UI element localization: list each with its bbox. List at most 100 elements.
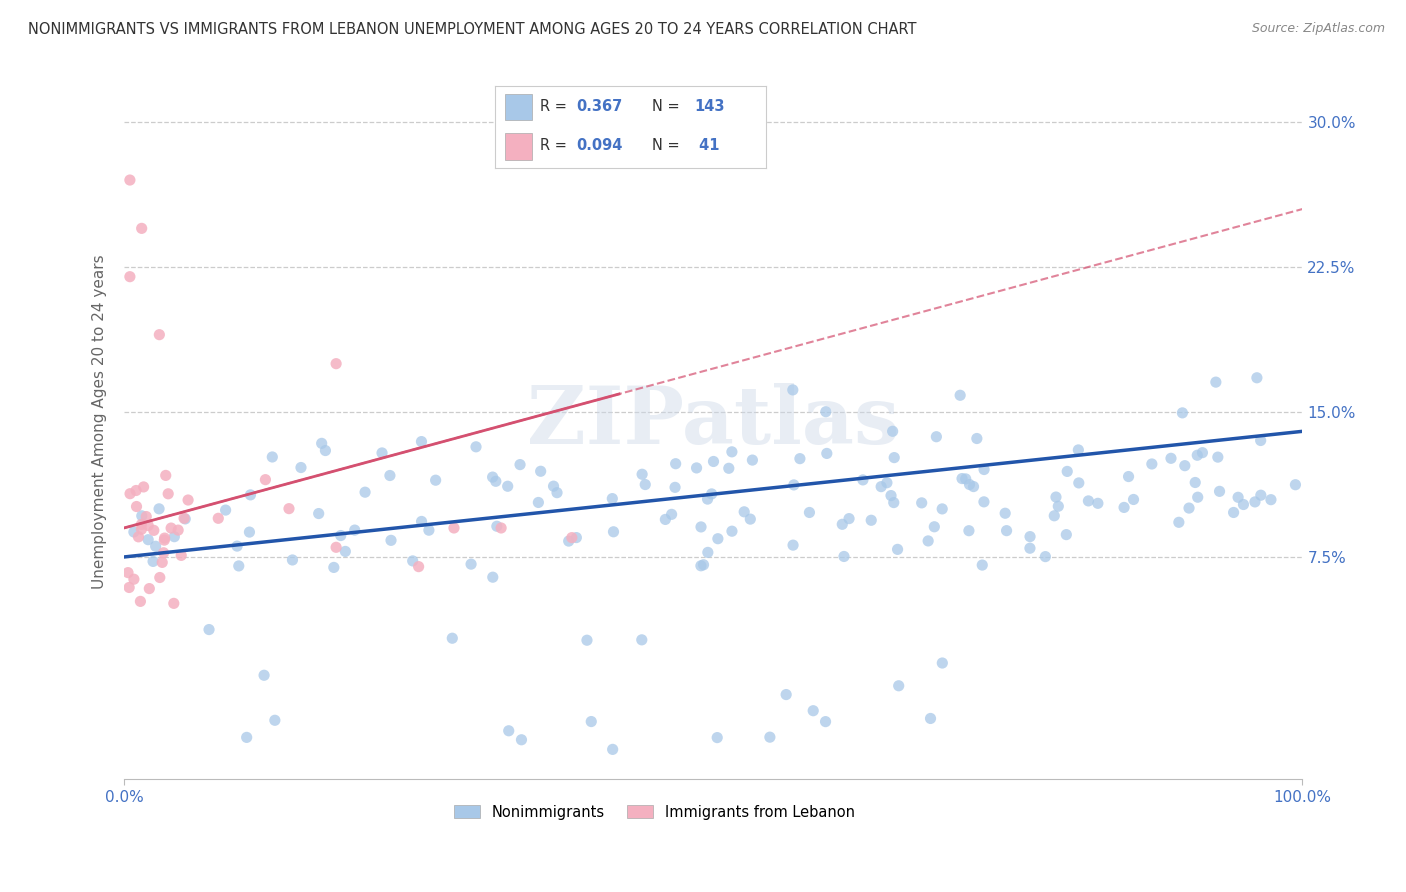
Point [1187, 448, 1209, 462]
Point [966, 432, 988, 446]
Point [1047, 500, 1070, 514]
Point [263, 713, 285, 727]
Point [278, 501, 301, 516]
Point [177, 493, 200, 508]
Point [700, 487, 723, 501]
Point [1227, 491, 1250, 505]
Point [664, 480, 686, 494]
Point [325, 541, 347, 555]
Point [1035, 549, 1057, 564]
Point [311, 436, 333, 450]
Point [600, 491, 623, 506]
Point [814, 714, 837, 729]
Point [489, 521, 512, 535]
Point [226, 539, 249, 553]
Point [575, 633, 598, 648]
Point [1284, 477, 1306, 491]
Point [759, 730, 782, 744]
Point [707, 532, 730, 546]
Point [654, 512, 676, 526]
Point [883, 495, 905, 509]
Point [135, 509, 157, 524]
Point [129, 594, 152, 608]
Point [702, 454, 724, 468]
Point [167, 523, 190, 537]
Point [262, 450, 284, 464]
Point [1184, 475, 1206, 490]
Point [950, 472, 973, 486]
Point [411, 515, 433, 529]
Text: NONIMMIGRANTS VS IMMIGRANTS FROM LEBANON UNEMPLOYMENT AMONG AGES 20 TO 24 YEARS : NONIMMIGRANTS VS IMMIGRANTS FROM LEBANON… [28, 22, 917, 37]
Point [1043, 508, 1066, 523]
Point [733, 505, 755, 519]
Point [122, 572, 145, 586]
Point [973, 495, 995, 509]
Point [789, 451, 811, 466]
Point [148, 327, 170, 342]
Point [527, 495, 550, 509]
Point [1054, 527, 1077, 541]
Point [1160, 451, 1182, 466]
Point [1019, 530, 1042, 544]
Point [631, 467, 654, 482]
Point [132, 480, 155, 494]
Point [690, 558, 713, 573]
Point [783, 478, 806, 492]
Point [920, 711, 942, 725]
Point [1191, 445, 1213, 459]
Point [136, 518, 159, 533]
Point [882, 425, 904, 439]
Point [354, 485, 377, 500]
Point [959, 477, 981, 491]
Point [408, 559, 430, 574]
Point [543, 479, 565, 493]
Point [690, 520, 713, 534]
Point [782, 538, 804, 552]
Point [775, 688, 797, 702]
Point [1056, 464, 1078, 478]
Point [546, 485, 568, 500]
Point [485, 475, 508, 489]
Point [308, 507, 330, 521]
Point [460, 557, 482, 571]
Point [148, 501, 170, 516]
Point [1140, 457, 1163, 471]
Point [602, 524, 624, 539]
Point [117, 566, 139, 580]
Point [136, 533, 159, 547]
Point [149, 570, 172, 584]
Point [831, 517, 853, 532]
Point [325, 357, 347, 371]
Point [207, 511, 229, 525]
Point [801, 704, 824, 718]
Point [253, 668, 276, 682]
Point [485, 519, 508, 533]
Point [155, 468, 177, 483]
Point [214, 503, 236, 517]
Point [1250, 488, 1272, 502]
Point [235, 731, 257, 745]
Point [1174, 458, 1197, 473]
Point [925, 430, 948, 444]
Point [142, 554, 165, 568]
Point [634, 477, 657, 491]
Point [838, 511, 860, 525]
Point [995, 524, 1018, 538]
Point [1112, 500, 1135, 515]
Point [887, 679, 910, 693]
Point [1118, 469, 1140, 483]
Point [692, 558, 714, 572]
Point [972, 558, 994, 572]
Point [1250, 434, 1272, 448]
Point [481, 470, 503, 484]
Point [832, 549, 855, 564]
Point [957, 524, 980, 538]
Point [142, 524, 165, 538]
Point [131, 508, 153, 523]
Point [661, 508, 683, 522]
Point [131, 517, 153, 532]
Text: Source: ZipAtlas.com: Source: ZipAtlas.com [1251, 22, 1385, 36]
Point [343, 523, 366, 537]
Point [870, 480, 893, 494]
Point [118, 173, 141, 187]
